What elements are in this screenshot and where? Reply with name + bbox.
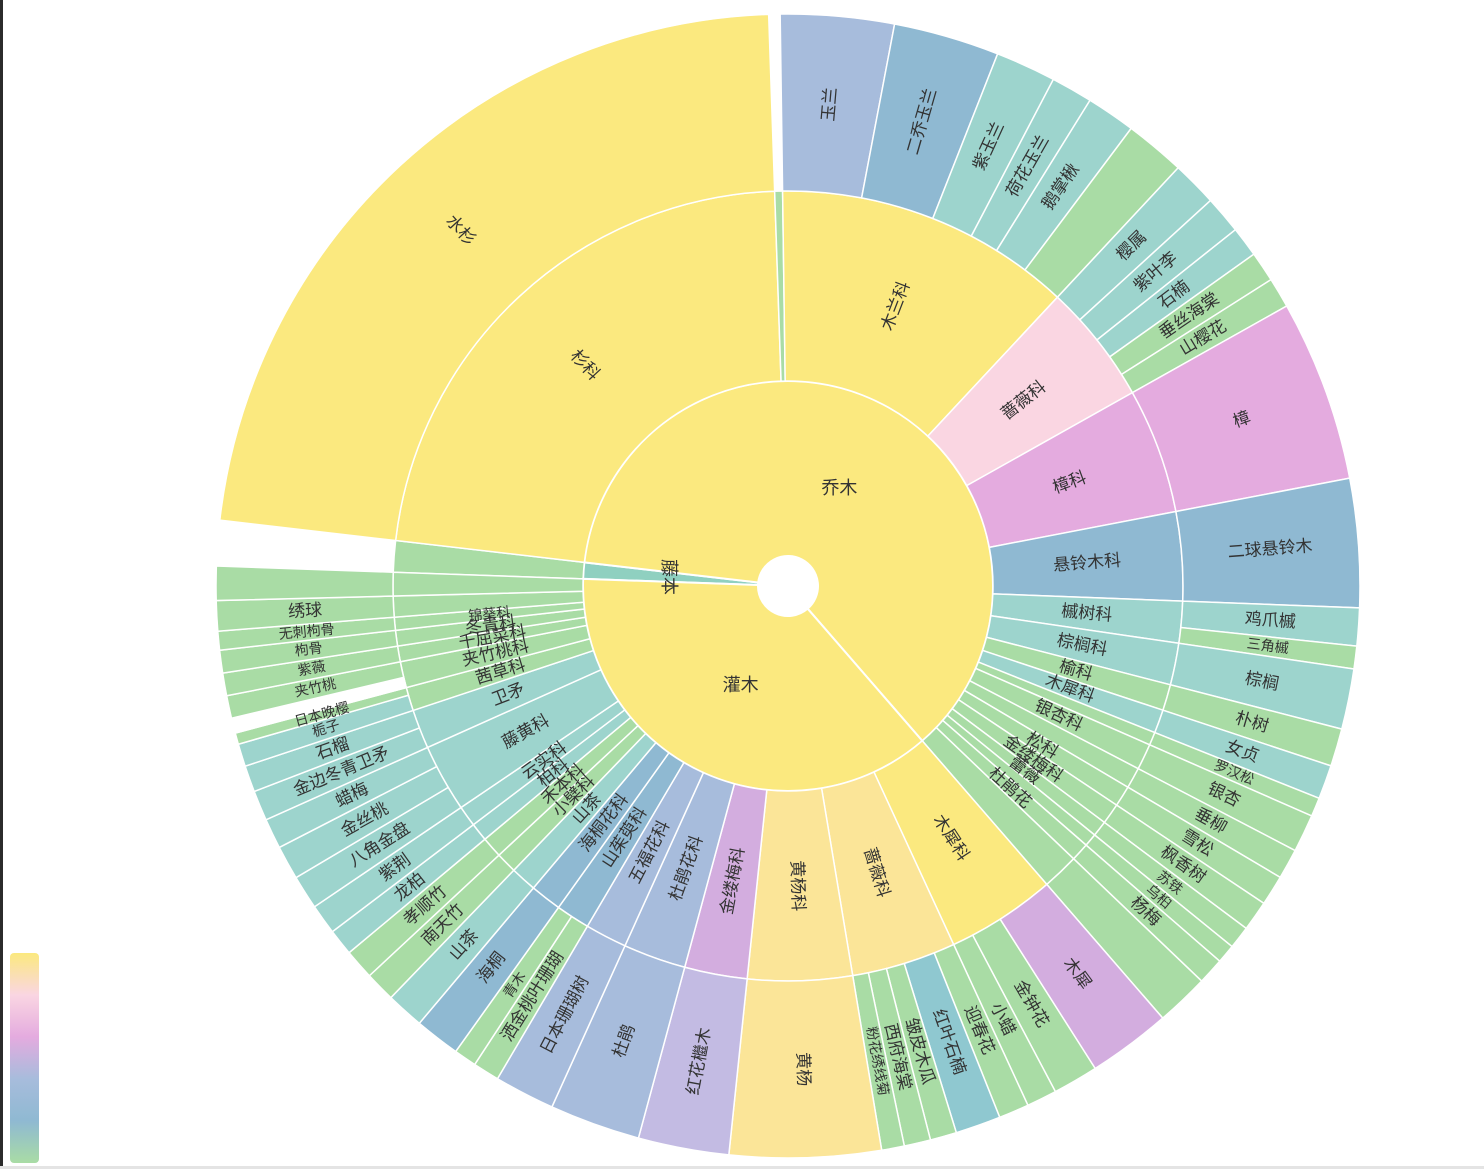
sector-label: 绣球 — [288, 600, 323, 622]
sector-label: 三角槭 — [1246, 636, 1290, 657]
sector-label: 无刺枸骨 — [278, 622, 335, 643]
sector-label: 栀子 — [310, 717, 341, 741]
center-hole — [758, 556, 818, 616]
sector-label: 槭树科 — [1060, 601, 1113, 626]
window-edge-bottom — [0, 1166, 1484, 1169]
sector-n-2-21-0[interactable] — [215, 565, 395, 602]
sector-label: 枸骨 — [294, 640, 324, 660]
sector-label: 乔木 — [821, 478, 857, 499]
sector-label: 鸡爪槭 — [1244, 609, 1296, 633]
window-edge — [0, 0, 3, 1169]
sector-label: 紫薇 — [297, 659, 327, 680]
sector-label: 樟 — [1231, 408, 1254, 433]
sector-label: 锦葵科 — [468, 604, 511, 625]
sunburst-sectors — [215, 13, 1361, 1159]
visual-map-legend — [10, 953, 39, 1163]
sector-label: 玉兰 — [819, 87, 842, 123]
sector-label: 黄杨科 — [786, 860, 808, 912]
sector-label: 藤本 — [658, 559, 679, 595]
outer-ring-edge — [215, 13, 1361, 1159]
sector-label: 灌木 — [723, 675, 759, 696]
sector-label: 黄杨 — [792, 1052, 813, 1087]
